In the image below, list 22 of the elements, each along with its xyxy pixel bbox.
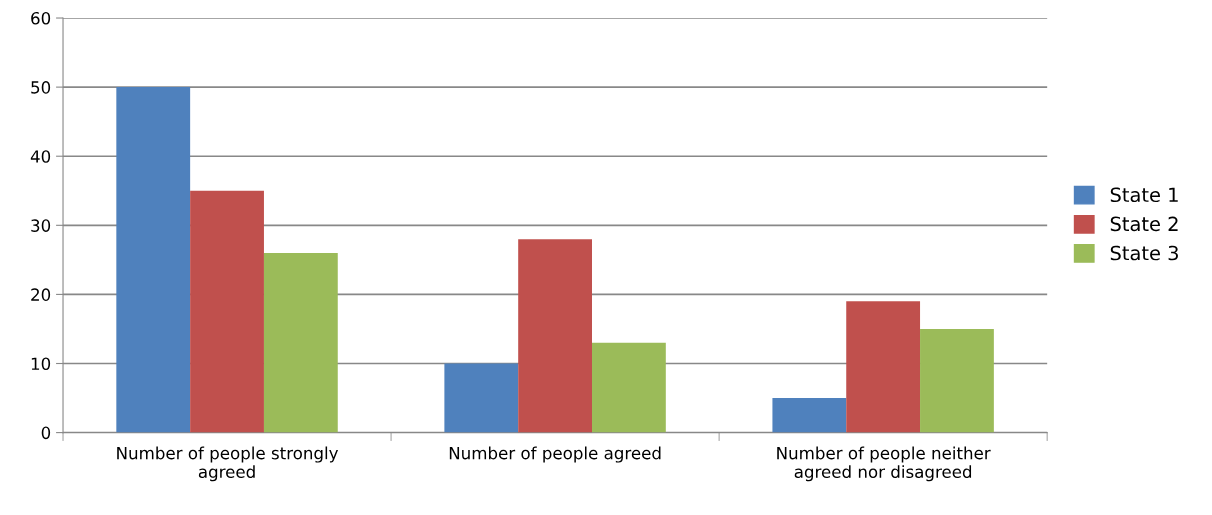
bar — [920, 328, 994, 433]
x-tick-label: Number of people strongly agreed — [117, 446, 339, 482]
legend-label: State 3 — [1110, 245, 1178, 261]
bar — [592, 342, 666, 433]
y-tick-label: 60 — [31, 11, 51, 25]
bar — [518, 239, 592, 433]
legend-label: State 2 — [1110, 216, 1178, 232]
x-tick-label: Number of people neither agreed nor disagreed — [777, 446, 991, 482]
y-tick-label: 10 — [31, 357, 51, 371]
bar — [116, 87, 191, 433]
bar — [190, 190, 264, 433]
bar — [846, 301, 921, 433]
y-tick-label: 0 — [41, 426, 51, 440]
bar — [263, 252, 338, 433]
y-tick-label: 20 — [31, 288, 51, 301]
y-tick-label: 30 — [31, 219, 51, 232]
legend-label: State 1 — [1110, 187, 1178, 203]
y-tick-label: 50 — [31, 81, 51, 94]
bar — [772, 398, 847, 433]
bar — [444, 363, 519, 433]
x-tick-label: Number of people agreed — [449, 446, 661, 463]
y-tick-label: 40 — [30, 150, 51, 163]
